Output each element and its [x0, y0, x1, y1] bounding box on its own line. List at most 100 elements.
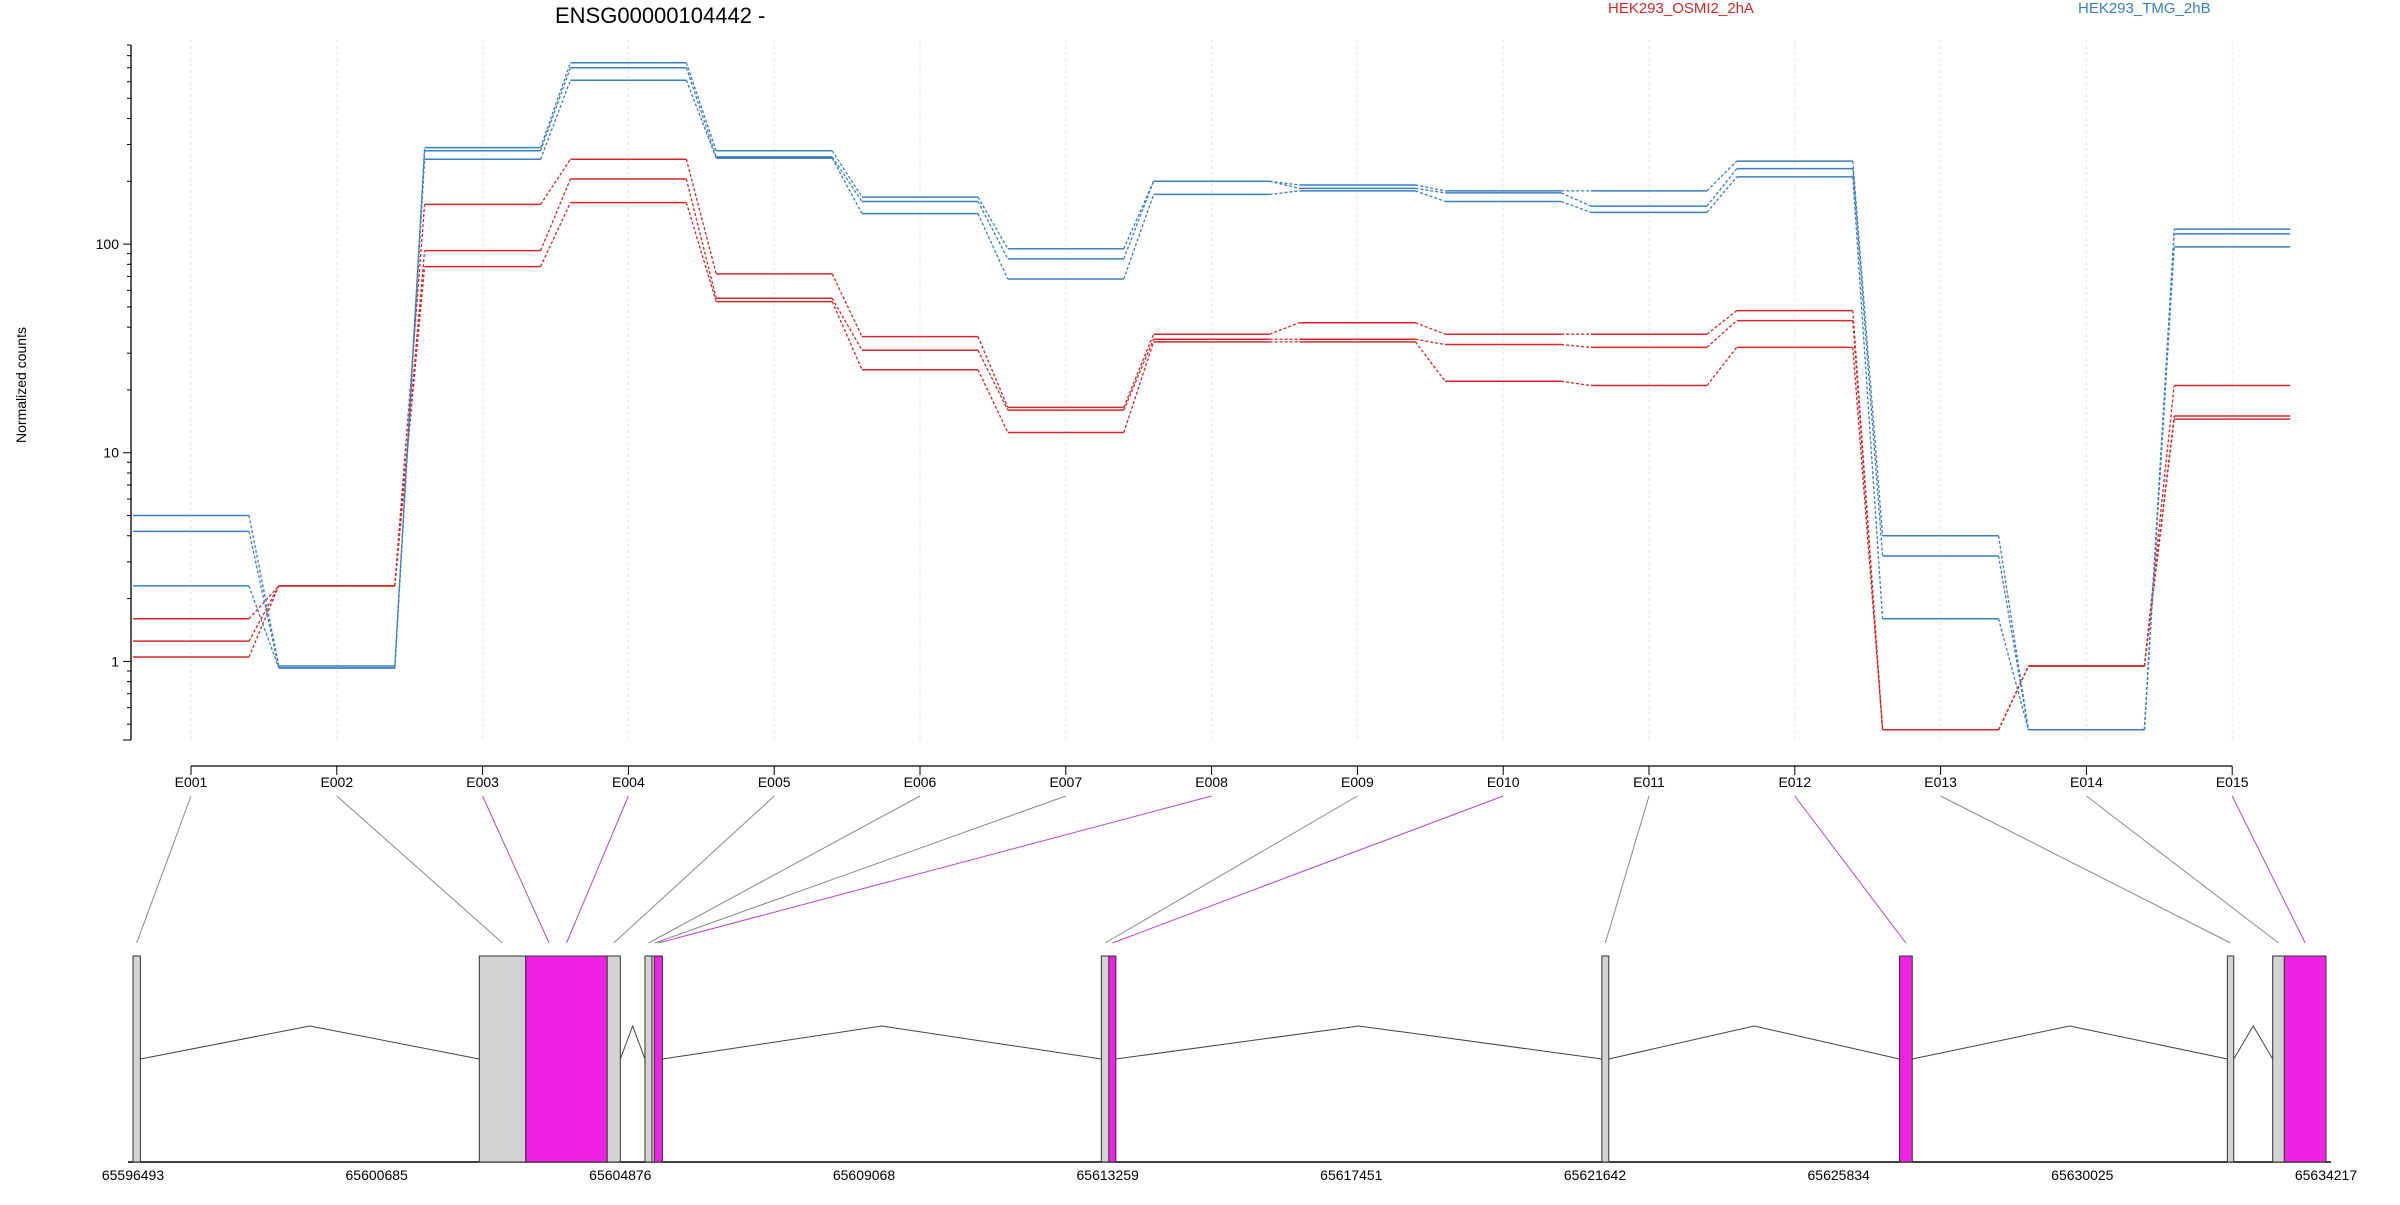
- data-connector: [685, 202, 717, 302]
- connector-e004: [566, 795, 629, 944]
- data-connector: [1706, 168, 1738, 207]
- connector-e011: [1604, 795, 1650, 944]
- data-connector: [1123, 333, 1155, 408]
- data-connector: [1415, 187, 1446, 194]
- series-6: [133, 79, 2291, 731]
- exon-connectors: [136, 795, 2306, 944]
- data-connector: [1706, 320, 1738, 348]
- connector-e006: [648, 795, 921, 944]
- legend-entry-osmi2: HEK293_OSMI2_2hA: [1608, 0, 1754, 17]
- data-connector: [2143, 418, 2175, 667]
- connector-e012: [1794, 795, 1907, 944]
- exon-box-e004: [525, 955, 608, 1163]
- data-connector: [977, 349, 1009, 411]
- intron-line: [619, 1024, 646, 1060]
- series-lines: [133, 61, 2291, 731]
- data-connector: [1123, 194, 1155, 280]
- data-connector: [831, 157, 863, 214]
- x-tick-label-e015: E015: [2216, 774, 2249, 790]
- exon-box-e012: [1898, 955, 1913, 1163]
- data-connector: [394, 147, 426, 667]
- data-connector: [1706, 310, 1738, 335]
- data-connector: [831, 150, 863, 198]
- data-connector: [1998, 665, 2029, 731]
- data-connector: [685, 67, 717, 158]
- exon-box-e010: [1108, 955, 1117, 1163]
- x-tick-label-e006: E006: [904, 774, 937, 790]
- connector-e009: [1104, 795, 1358, 944]
- connector-e013: [1940, 795, 2231, 944]
- data-connector: [539, 62, 572, 148]
- data-connector: [1852, 176, 1884, 619]
- coordinate-label: 65634217: [2295, 1167, 2358, 1183]
- data-connector: [2143, 233, 2175, 730]
- data-connector: [1997, 535, 2030, 730]
- data-connector: [977, 336, 1009, 408]
- exon-box-e009: [1100, 955, 1110, 1163]
- data-connector: [248, 585, 280, 642]
- vertical-gridlines: [190, 40, 2233, 740]
- data-connector: [1852, 347, 1884, 730]
- x-tick-label-e003: E003: [466, 774, 499, 790]
- coordinate-label: 65609068: [833, 1167, 896, 1183]
- gene-model: 65596493 65600685 65604876 65609068 65613259…: [102, 955, 2358, 1183]
- data-connector: [831, 301, 863, 370]
- intron-line: [140, 1025, 480, 1060]
- data-connector: [1852, 168, 1884, 557]
- data-connector: [977, 213, 1009, 280]
- data-connector: [1269, 322, 1300, 335]
- coordinate-label: 65600685: [346, 1167, 409, 1183]
- data-connector: [1415, 184, 1446, 192]
- exon-box-e006: [644, 955, 653, 1163]
- data-connector: [1123, 338, 1155, 411]
- y-tick-label: 10: [103, 445, 119, 461]
- connector-e001: [136, 795, 192, 944]
- x-tick-label-e009: E009: [1341, 774, 1374, 790]
- data-connector: [1560, 192, 1592, 207]
- data-connector: [539, 178, 572, 251]
- intron-line: [662, 1025, 1102, 1060]
- data-connector: [1706, 160, 1738, 192]
- data-connector: [831, 273, 863, 337]
- data-connector: [1414, 341, 1446, 382]
- intron-line: [2233, 1025, 2274, 1060]
- exon-box-e001: [132, 955, 141, 1163]
- data-connector: [248, 585, 280, 658]
- data-connector: [1415, 338, 1446, 346]
- data-connector: [1706, 176, 1738, 213]
- x-tick-label-e007: E007: [1049, 774, 1082, 790]
- data-connector: [685, 178, 717, 299]
- data-connector: [831, 156, 863, 202]
- exon-box-e002: [478, 955, 527, 1163]
- connector-e007: [654, 795, 1066, 944]
- data-connector: [1123, 341, 1155, 433]
- data-connector: [1706, 346, 1738, 386]
- data-connector: [1852, 161, 1884, 536]
- y-axis-label: Normalized counts: [13, 327, 29, 443]
- x-tick-label-e001: E001: [175, 774, 208, 790]
- connector-e002: [336, 795, 503, 944]
- coordinate-label: 65621642: [1564, 1167, 1627, 1183]
- intron-line: [1912, 1025, 2228, 1060]
- exon-box-e008: [653, 955, 663, 1163]
- data-connector: [394, 204, 426, 586]
- data-connector: [539, 67, 572, 152]
- coordinate-label: 65604876: [589, 1167, 652, 1183]
- data-connector: [1997, 618, 2030, 730]
- data-connector: [1269, 180, 1300, 186]
- data-connector: [1560, 200, 1592, 213]
- data-connector: [2143, 246, 2175, 730]
- data-connector: [1561, 380, 1592, 387]
- exon-box-e005: [606, 955, 621, 1163]
- coordinate-label: 65617451: [1320, 1167, 1383, 1183]
- coordinate-label: 65625834: [1808, 1167, 1871, 1183]
- connector-e015: [2231, 795, 2306, 944]
- connector-e014: [2086, 795, 2279, 944]
- series-3: [133, 201, 2291, 731]
- connector-e005: [613, 795, 775, 944]
- x-tick-label-e010: E010: [1487, 774, 1520, 790]
- data-connector: [1415, 322, 1446, 335]
- data-connector: [1123, 181, 1155, 260]
- connector-e003: [482, 795, 550, 944]
- x-tick-label-e005: E005: [758, 774, 791, 790]
